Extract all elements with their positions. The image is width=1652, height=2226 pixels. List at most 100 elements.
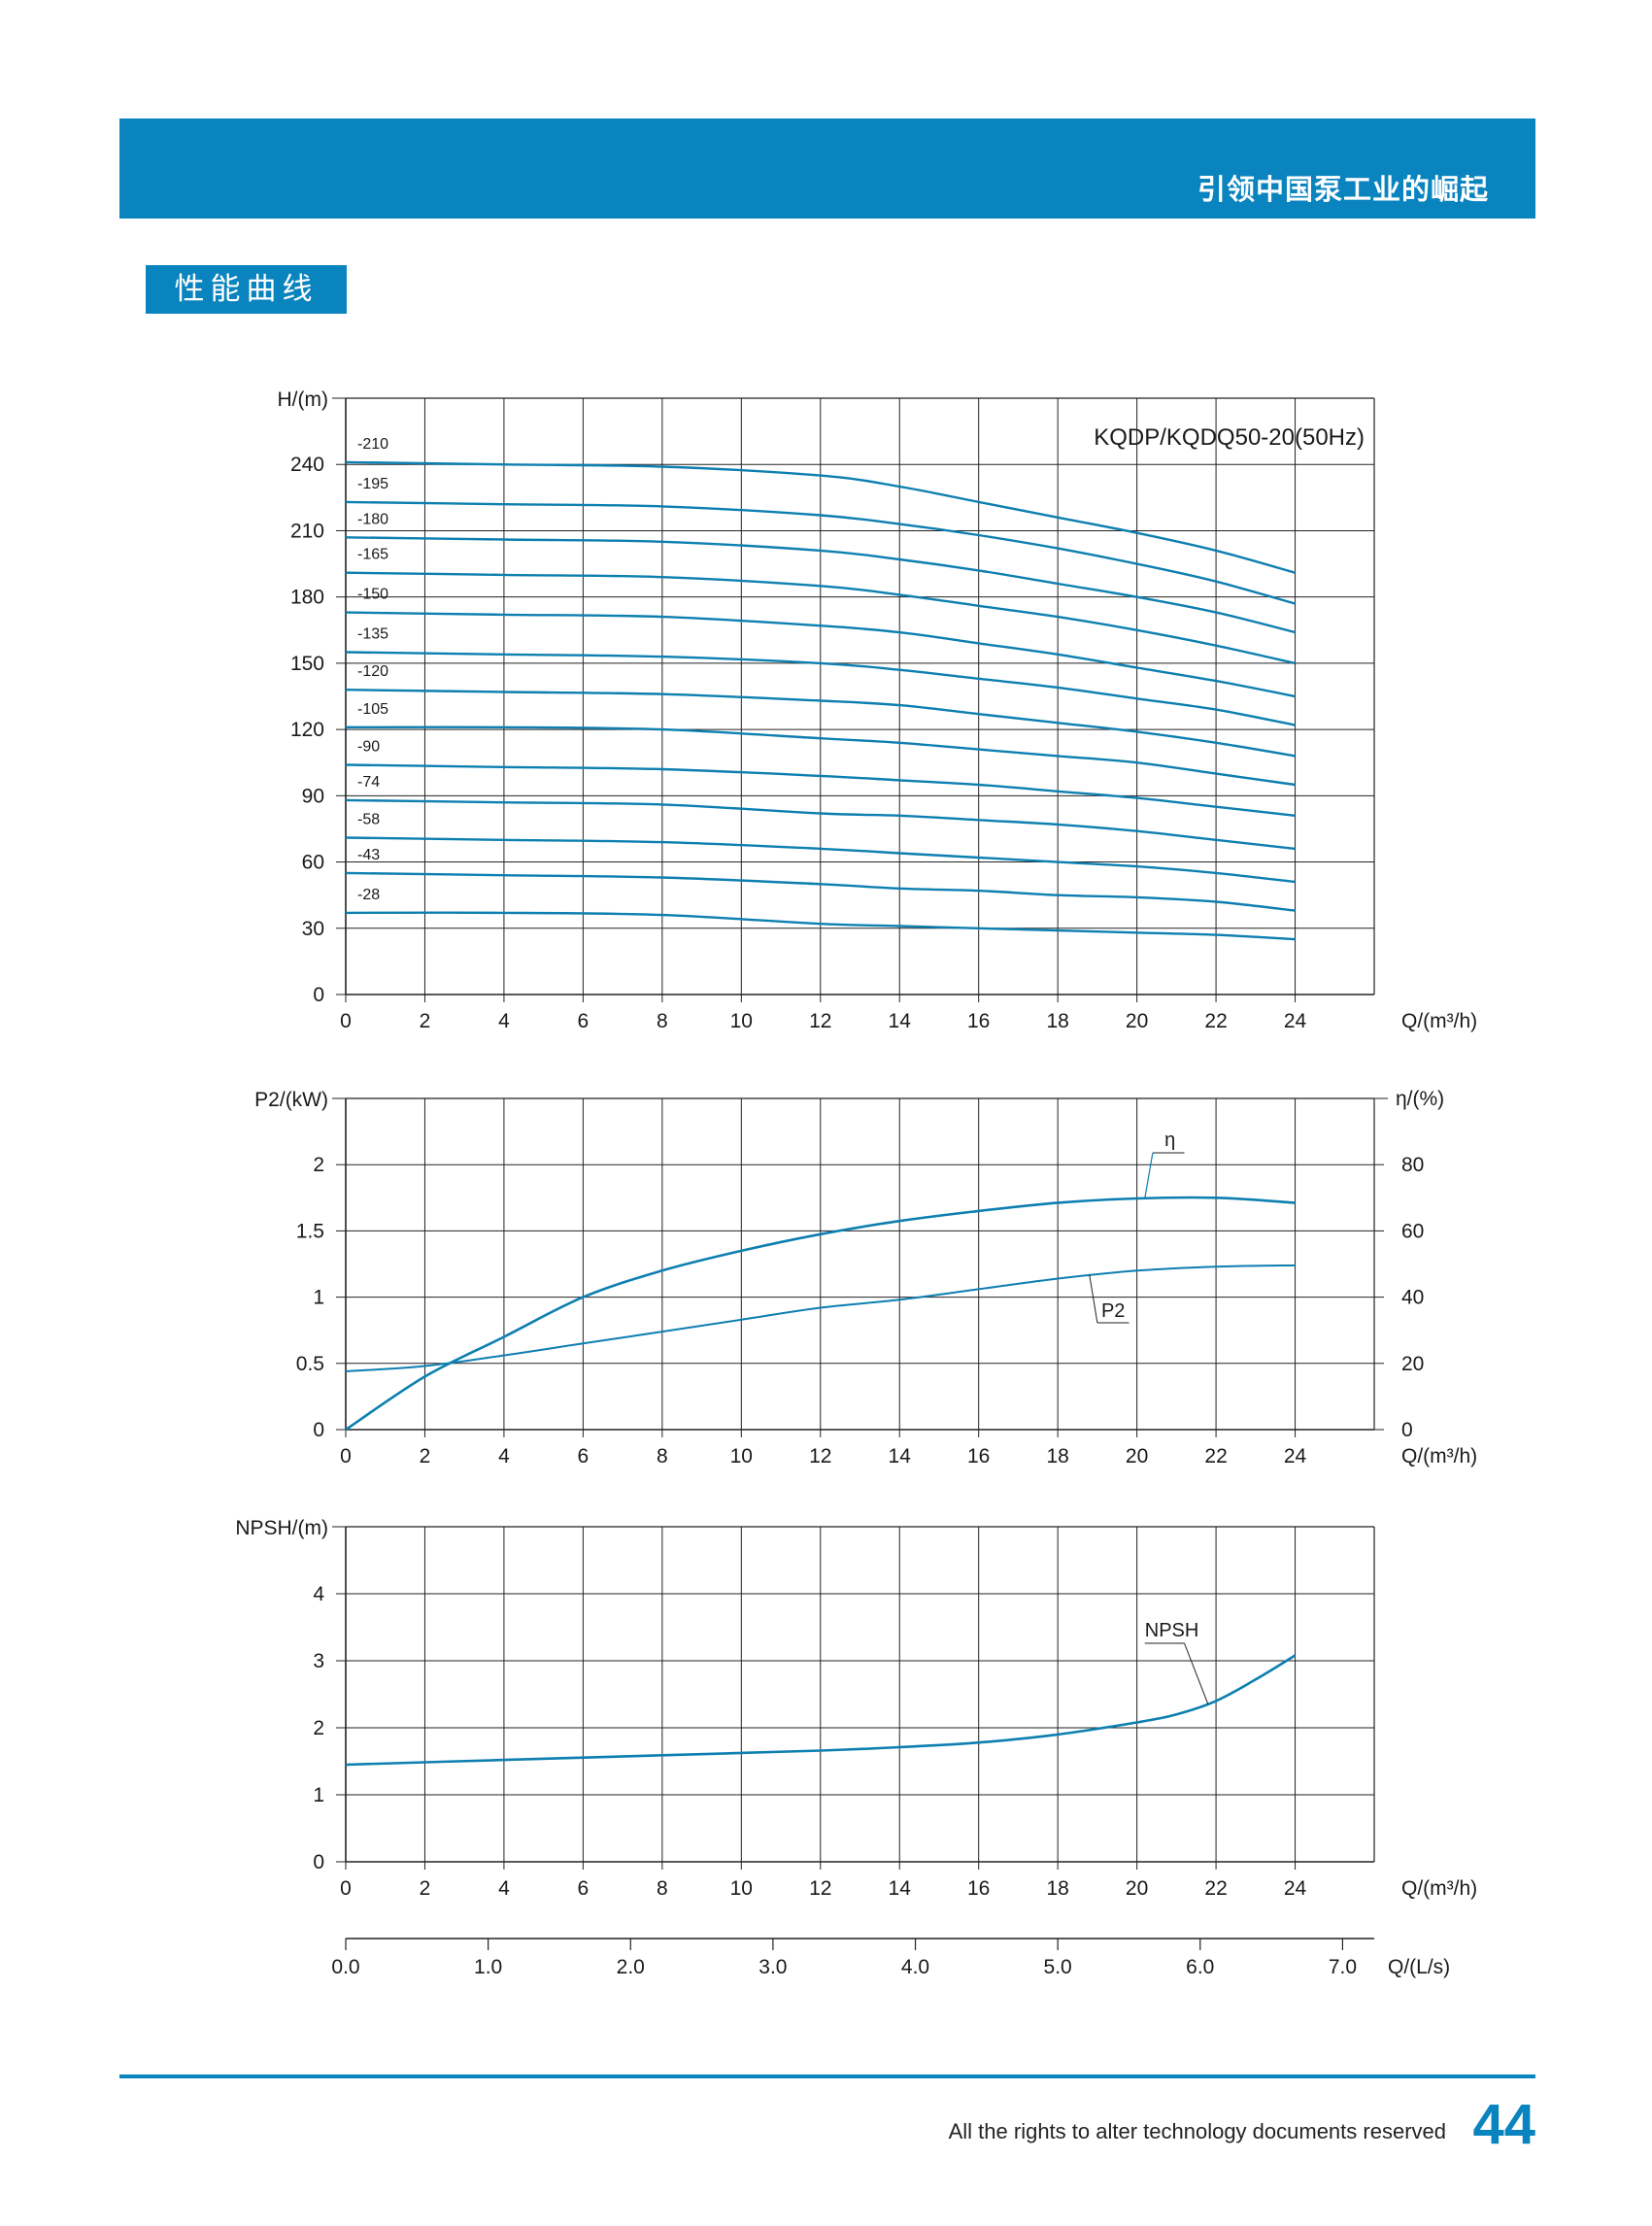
y-tick-label: 60 [302, 852, 324, 874]
header-band: 引领中国泵工业的崛起 [119, 118, 1535, 219]
x-tick-label: 22 [1204, 1877, 1227, 1900]
x-axis-label: Q/(m³/h) [1401, 1010, 1477, 1032]
y-tick-label: 180 [290, 587, 324, 609]
x-tick-label: 20 [1126, 1877, 1148, 1900]
page-number: 44 [1472, 2093, 1535, 2156]
x-tick-label: 6 [578, 1010, 590, 1032]
x-tick-label: 4 [498, 1877, 510, 1900]
chart-title: KQDP/KQDQ50-20(50Hz) [1094, 424, 1365, 451]
x-tick-label: 0 [340, 1445, 352, 1467]
y-tick-label: 210 [290, 520, 324, 542]
head-curve [345, 689, 1296, 758]
npsh-curve [345, 1654, 1297, 1767]
x-tick-label: 18 [1046, 1877, 1068, 1900]
impeller-label: -210 [357, 436, 388, 453]
impeller-label: -74 [357, 774, 380, 791]
head-curve [345, 460, 1296, 574]
head-curve [345, 871, 1296, 912]
head-curve [345, 651, 1296, 726]
y-tick-label: 2 [313, 1154, 324, 1176]
head-curve [345, 611, 1296, 698]
x-tick-label: 22 [1204, 1010, 1227, 1032]
y-axis-label: NPSH/(m) [235, 1517, 328, 1539]
head-curve [345, 536, 1296, 634]
x-tick-label: 12 [809, 1445, 831, 1467]
impeller-label: -28 [357, 887, 380, 903]
y-tick-label: 1 [313, 1287, 324, 1309]
impeller-label: -58 [357, 812, 380, 828]
x-tick-label: 20 [1126, 1010, 1148, 1032]
efficiency-curve [345, 1196, 1296, 1432]
x-tick-label: 2 [420, 1445, 431, 1467]
p2-label-leader [1089, 1274, 1098, 1324]
head-flow-chart: 0 2 4 6 8 10 12 14 16 18 20 22 240306090120150180210… [278, 388, 1478, 1032]
head-curve [345, 911, 1296, 941]
section-title: 性能曲线 [146, 265, 347, 314]
impeller-label: -120 [357, 663, 388, 680]
eta-series-label: η [1164, 1130, 1175, 1151]
x-tick-label: 8 [657, 1010, 668, 1032]
x-tick-label: 14 [889, 1010, 912, 1032]
x2-axis-label: Q/(L/s) [1388, 1956, 1450, 1978]
impeller-label: -105 [357, 701, 388, 718]
x2-tick-label: 1.0 [474, 1956, 502, 1978]
x-tick-label: 8 [657, 1445, 668, 1467]
x2-tick-label: 4.0 [901, 1956, 929, 1978]
y-tick-label: 1.5 [296, 1220, 324, 1242]
x-tick-label: 0 [340, 1877, 352, 1900]
y2-tick-label: 0 [1401, 1419, 1413, 1441]
y-tick-label: 1 [313, 1784, 324, 1806]
y-tick-label: 0 [313, 984, 324, 1006]
x-tick-label: 24 [1284, 1877, 1307, 1900]
x-tick-label: 16 [967, 1877, 990, 1900]
x-tick-label: 6 [578, 1445, 590, 1467]
y2-tick-label: 40 [1401, 1287, 1424, 1309]
impeller-label: -135 [357, 626, 388, 643]
x-tick-label: 0 [340, 1010, 352, 1032]
y-tick-label: 4 [313, 1583, 324, 1605]
y2-tick-label: 80 [1401, 1154, 1424, 1176]
head-curve [345, 500, 1296, 605]
x-tick-label: 24 [1284, 1445, 1307, 1467]
x-tick-label: 8 [657, 1877, 668, 1900]
p2-series-label: P2 [1101, 1300, 1125, 1322]
x-tick-label: 24 [1284, 1010, 1307, 1032]
x-tick-label: 2 [420, 1010, 431, 1032]
y-tick-label: 0 [313, 1851, 324, 1873]
x2-tick-label: 7.0 [1329, 1956, 1357, 1978]
x-tick-label: 12 [809, 1010, 831, 1032]
y2-tick-label: 60 [1401, 1220, 1424, 1242]
header-slogan: 引领中国泵工业的崛起 [1197, 173, 1489, 206]
impeller-label: -165 [357, 547, 388, 563]
x2-tick-label: 2.0 [617, 1956, 645, 1978]
x-tick-label: 6 [578, 1877, 590, 1900]
x-tick-label: 4 [498, 1010, 510, 1032]
head-curve [345, 725, 1296, 787]
x2-tick-label: 3.0 [759, 1956, 787, 1978]
y2-tick-label: 20 [1401, 1353, 1424, 1375]
impeller-label: -180 [357, 511, 388, 527]
y-tick-label: 90 [302, 785, 324, 807]
x-tick-label: 12 [809, 1877, 831, 1900]
x-tick-label: 18 [1046, 1445, 1068, 1467]
y-tick-label: 2 [313, 1717, 324, 1739]
head-curve [345, 571, 1296, 665]
y-tick-label: 240 [290, 454, 324, 476]
y2-axis-label: η/(%) [1396, 1088, 1444, 1110]
x2-tick-label: 6.0 [1186, 1956, 1214, 1978]
y-tick-label: 3 [313, 1650, 324, 1672]
eta-label-leader [1144, 1152, 1154, 1199]
x-tick-label: 18 [1046, 1010, 1068, 1032]
x-tick-label: 10 [730, 1877, 753, 1900]
y-axis-label: P2/(kW) [254, 1089, 328, 1111]
x-tick-label: 16 [967, 1445, 990, 1467]
x-axis-label: Q/(m³/h) [1401, 1877, 1477, 1900]
y-tick-label: 30 [302, 918, 324, 940]
x-tick-label: 16 [967, 1010, 990, 1032]
x-tick-label: 20 [1126, 1445, 1148, 1467]
y-tick-label: 120 [290, 719, 324, 741]
impeller-label: -43 [357, 847, 380, 863]
head-curve [345, 798, 1296, 851]
power-curve [345, 1264, 1296, 1372]
x-tick-label: 10 [730, 1010, 753, 1032]
